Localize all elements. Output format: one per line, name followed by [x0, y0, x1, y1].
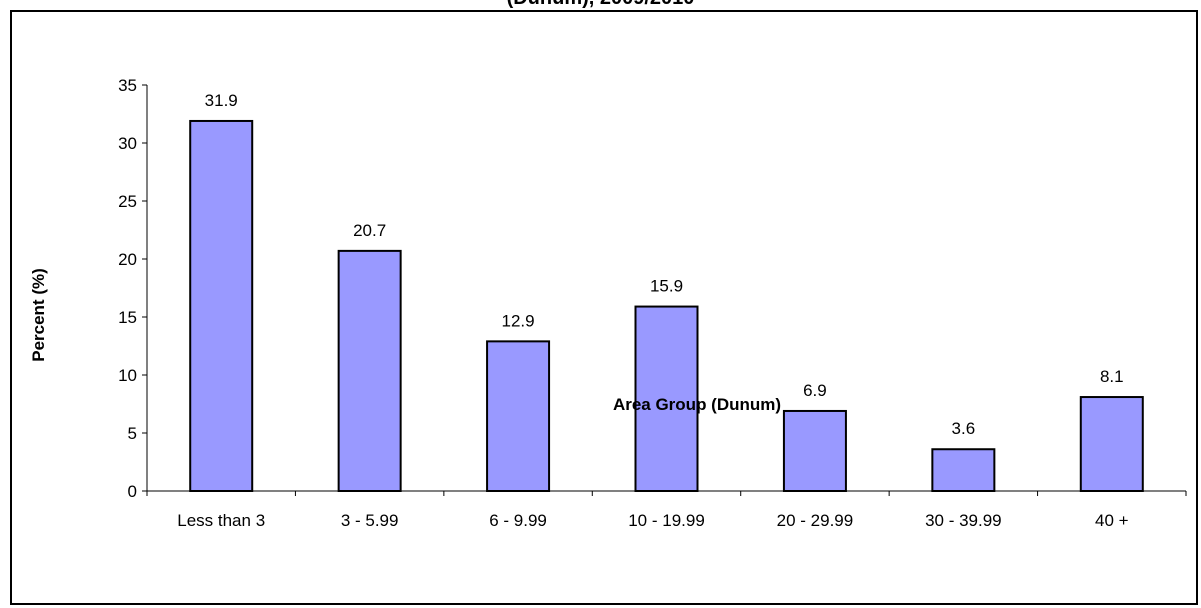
data-label: 12.9: [502, 311, 535, 330]
bar: [931, 448, 996, 492]
x-axis: Less than 3 3 - 5.99 6 - 9.99 10 - 19.99 20 …: [146, 490, 1187, 530]
x-tick-label: 10 - 19.99: [628, 511, 705, 530]
bar: [486, 340, 551, 492]
bar: [337, 249, 402, 492]
bar: [1079, 396, 1144, 493]
x-tick-label: 20 - 29.99: [777, 511, 854, 530]
data-label: 15.9: [650, 277, 683, 296]
y-axis: 0 5 10 15 20 25 30 35: [118, 76, 148, 501]
y-tick-label: 15: [118, 308, 137, 327]
data-label: 3.6: [952, 419, 976, 438]
x-tick-label: 3 - 5.99: [341, 511, 399, 530]
data-label: 31.9: [205, 91, 238, 110]
y-tick-label: 30: [118, 134, 137, 153]
bar: [634, 305, 699, 492]
x-axis-title: Area Group (Dunum): [613, 395, 781, 414]
y-tick-label: 10: [118, 366, 137, 385]
y-tick-label: 5: [128, 424, 137, 443]
data-labels: 31.9 20.7 12.9 15.9 6.9 3.6 8.1: [205, 91, 1124, 438]
y-tick-label: 35: [118, 76, 137, 95]
x-tick-label: Less than 3: [177, 511, 265, 530]
y-axis-title: Percent (%): [29, 268, 48, 362]
x-tick-label: 6 - 9.99: [489, 511, 547, 530]
chart-title: (Dunum), 2009/2010: [0, 0, 1201, 10]
y-tick-label: 0: [128, 482, 137, 501]
y-tick-label: 25: [118, 192, 137, 211]
data-label: 20.7: [353, 221, 386, 240]
y-tick-label: 20: [118, 250, 137, 269]
bar: [782, 409, 847, 492]
bar: [189, 119, 254, 493]
data-label: 6.9: [803, 381, 827, 400]
data-label: 8.1: [1100, 367, 1124, 386]
x-tick-label: 40 +: [1095, 511, 1129, 530]
x-tick-label: 30 - 39.99: [925, 511, 1002, 530]
bars: [189, 119, 1144, 493]
